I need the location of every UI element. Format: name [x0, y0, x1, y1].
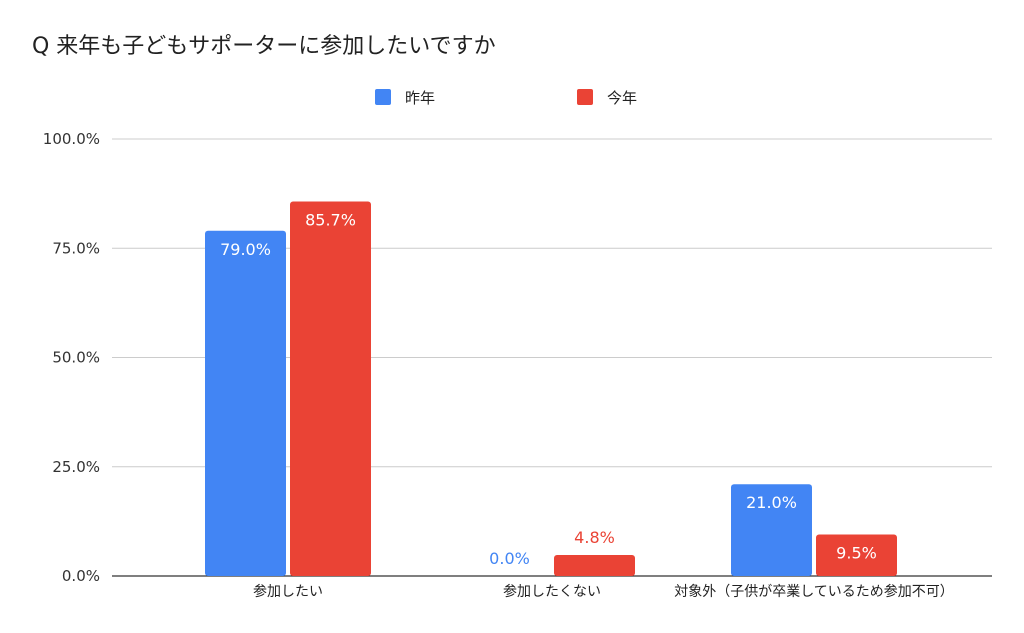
y-tick-label: 0.0%: [62, 567, 100, 585]
bar: [554, 555, 635, 576]
x-tick-label: 参加したい: [253, 583, 323, 600]
x-tick-label: 対象外（子供が卒業しているため参加不可）: [674, 583, 954, 600]
legend-label: 今年: [607, 89, 637, 107]
y-tick-label: 50.0%: [52, 349, 100, 367]
data-label: 85.7%: [305, 210, 356, 229]
data-label: 79.0%: [220, 240, 271, 259]
bar: [731, 484, 812, 576]
y-tick-label: 75.0%: [52, 239, 100, 257]
bar: [205, 230, 286, 576]
legend-swatch: [577, 89, 593, 105]
data-label: 4.8%: [574, 528, 615, 547]
data-label: 21.0%: [746, 493, 797, 512]
data-label: 0.0%: [489, 549, 530, 568]
bar: [290, 201, 371, 576]
y-tick-label: 25.0%: [52, 458, 100, 476]
bar: [816, 534, 897, 576]
legend-swatch: [375, 89, 391, 105]
chart-title: Q 来年も子どもサポーターに参加したいですか: [32, 34, 496, 59]
y-tick-label: 100.0%: [43, 130, 100, 148]
x-tick-label: 参加したくない: [503, 583, 601, 600]
data-label: 9.5%: [836, 543, 877, 562]
legend-label: 昨年: [405, 89, 435, 107]
